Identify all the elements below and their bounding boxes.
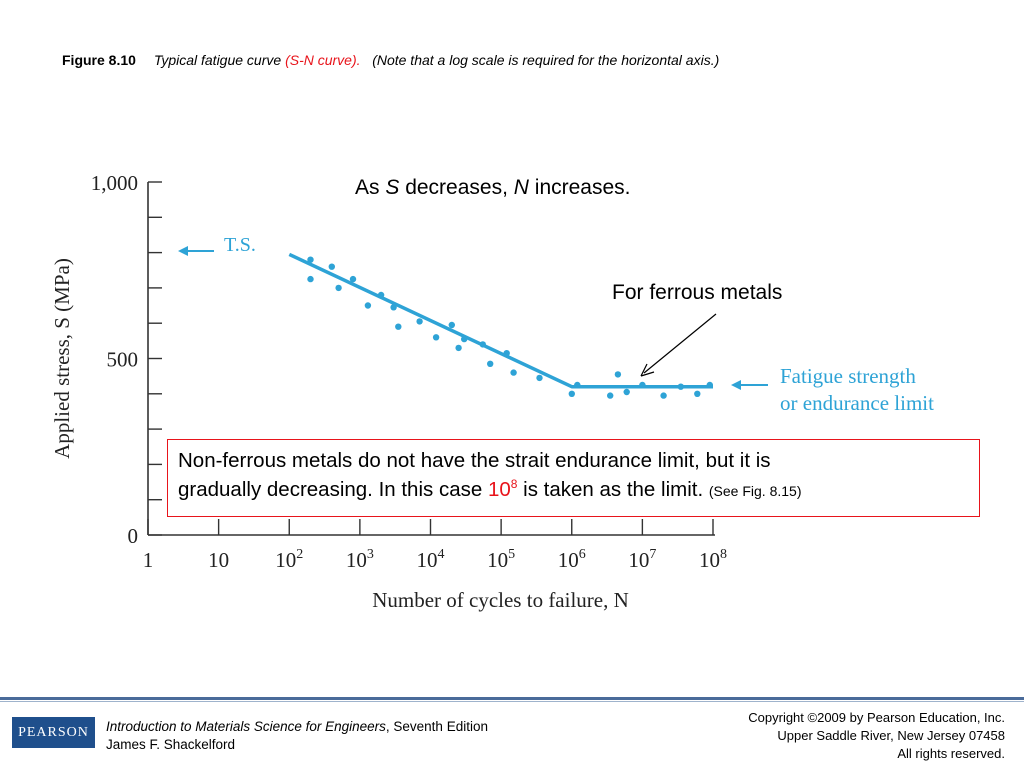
callout-line-1: Non-ferrous metals do not have the strai… [178,449,771,472]
sn-curve-line [288,252,713,389]
ferrous-pointer-head [640,363,655,377]
callout-cycles-value: 108 [487,477,518,501]
caption-note: (Note that a log scale is required for t… [372,52,720,68]
data-point [607,392,614,399]
data-point [349,275,357,283]
data-point [455,344,462,352]
s-n-relation-note: As S decreases, N increases. [355,176,631,199]
figure-label: Figure 8.10 [62,52,136,68]
data-point [536,374,543,382]
x-tick-label: 107 [628,547,656,572]
data-point [328,263,335,270]
footer-divider [0,697,1024,700]
x-tick-label: 1 [143,548,154,572]
book-author: James F. Shackelford [106,737,236,752]
data-point [639,381,646,389]
y-tick-label: 0 [128,524,139,548]
data-point [623,388,630,396]
data-point [448,321,455,329]
ferrous-metals-note: For ferrous metals [612,281,783,304]
data-point [364,302,372,309]
y-tick-label: 1,000 [91,171,138,195]
data-point [614,371,622,378]
x-tick-label: 104 [417,547,445,572]
data-point [335,284,342,292]
data-point [390,304,397,311]
data-point [377,291,385,299]
callout-reference: (See Fig. 8.15) [708,483,802,499]
x-tick-label: 103 [346,547,374,572]
data-point [706,381,713,389]
data-point [660,392,667,399]
data-point [432,334,440,341]
ts-arrowhead [178,246,188,256]
x-tick-label: 105 [487,547,515,572]
x-tick-label: 108 [699,547,727,572]
copyright-notice: Copyright ©2009 by Pearson Education, In… [748,710,1005,761]
data-point [677,383,684,390]
non-ferrous-callout: Non-ferrous metals do not have the strai… [167,439,980,517]
sn-curve-chart: 0 500 1,000 1 10 102 103 104 105 106 107 108 Number … [50,171,934,612]
fatigue-arrowhead [731,380,741,390]
x-tick-label: 10 [208,548,229,572]
data-point [395,323,402,330]
data-point [694,390,701,397]
data-point [487,360,494,367]
x-tick-label: 106 [558,547,586,572]
pearson-logo: PEARSON [12,717,95,748]
y-tick-label: 500 [107,348,139,372]
fatigue-label-line2: or endurance limit [780,391,934,415]
data-point [461,335,468,343]
data-point [503,350,510,357]
data-point [568,390,575,397]
caption-text: Typical fatigue curve [153,52,282,68]
data-point [307,256,314,263]
data-point [510,369,517,376]
book-title: Introduction to Materials Science for En… [106,719,386,734]
caption-highlight: (S-N curve). [285,52,361,68]
footer-divider-thin [0,701,1024,702]
data-point [416,318,423,325]
x-tick-label: 102 [275,547,303,572]
ferrous-pointer-line [643,313,717,374]
data-point [307,275,314,283]
y-axis-label: Applied stress, S (MPa) [50,258,74,459]
data-point [574,381,581,389]
x-axis-label: Number of cycles to failure, N [372,588,629,612]
figure-caption: Figure 8.10 Typical fatigue curve (S-N c… [62,52,719,68]
book-info: Introduction to Materials Science for En… [106,718,488,754]
book-edition: , Seventh Edition [385,719,488,734]
fatigue-label-line1: Fatigue strength [780,364,916,388]
data-point [479,341,486,348]
ts-label: T.S. [224,234,256,256]
